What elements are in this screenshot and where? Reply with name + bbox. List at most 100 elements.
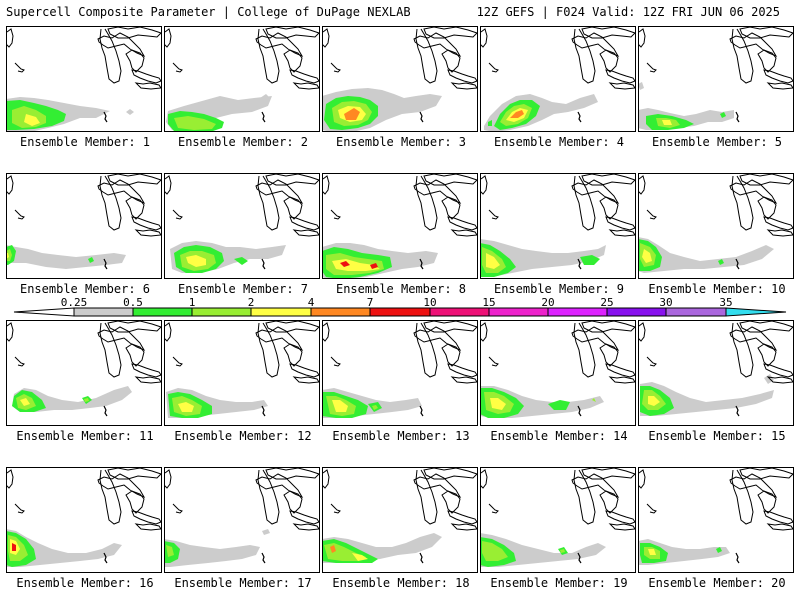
scp-contour-2 [486, 253, 500, 269]
lake-outline [134, 229, 162, 237]
ensemble-member-panel: Ensemble Member: 7 [164, 173, 320, 305]
ensemble-member-panel: Ensemble Member: 2 [164, 26, 320, 158]
ensemble-member-panel: Ensemble Member: 15 [638, 320, 794, 452]
scp-map [480, 26, 636, 132]
lake-outline [729, 473, 778, 499]
lake-outline [581, 26, 636, 39]
lake-outline [172, 209, 183, 220]
lake-outline [488, 209, 499, 220]
lake-outline [134, 523, 162, 531]
lake-outline [766, 523, 794, 531]
lake-outline [413, 179, 462, 205]
scp-map [164, 467, 320, 573]
lake-outline [265, 26, 320, 39]
scp-map [322, 26, 478, 132]
scp-map [638, 173, 794, 279]
scp-map [638, 467, 794, 573]
boundary-line [577, 405, 582, 417]
boundary-line [735, 552, 740, 564]
scp-map [322, 320, 478, 426]
lake-outline [107, 320, 162, 333]
lake-outline [283, 490, 303, 514]
lake-outline [255, 179, 304, 205]
lake-outline [731, 322, 754, 378]
ensemble-member-label: Ensemble Member: 20 [648, 576, 786, 590]
lake-outline [255, 326, 304, 352]
lake-outline [6, 469, 14, 489]
ensemble-member-panel: Ensemble Member: 18 [322, 467, 478, 599]
scp-map [322, 173, 478, 279]
scp-map [322, 467, 478, 573]
scp-contour-2 [648, 549, 656, 555]
scp-map [164, 173, 320, 279]
ensemble-member-panel: Ensemble Member: 9 [480, 173, 636, 305]
boundary-line [261, 405, 266, 417]
scp-contour-0.25 [638, 237, 774, 273]
lake-outline [729, 179, 778, 205]
lake-outline [729, 326, 778, 352]
lake-outline [573, 28, 596, 84]
lake-outline [441, 49, 461, 73]
boundary-line [103, 111, 108, 123]
ensemble-member-panel: Ensemble Member: 16 [6, 467, 162, 599]
boundary-line [261, 552, 266, 564]
lake-outline [450, 229, 478, 237]
lake-outline [646, 356, 657, 367]
lake-outline [265, 467, 320, 480]
lake-outline [599, 490, 619, 514]
lake-outline [571, 32, 620, 58]
lake-outline [423, 467, 478, 480]
scp-colorbar: 0.25 0.5 1 2 4 7 10 15 20 25 30 35 [0, 296, 800, 318]
boundary-line [735, 258, 740, 270]
scp-map [480, 320, 636, 426]
lake-outline [571, 326, 620, 352]
lake-outline [265, 320, 320, 333]
lake-outline [638, 322, 646, 342]
lake-outline [729, 32, 778, 58]
ensemble-member-label: Ensemble Member: 18 [332, 576, 470, 590]
colorbar-segment-4 [310, 307, 371, 317]
scp-contour-2 [178, 402, 194, 412]
scp-contour-0.25 [418, 104, 424, 110]
boundary-line [577, 552, 582, 564]
boundary-line [419, 552, 424, 564]
colorbar-segment-2 [250, 307, 312, 317]
scp-contour-4 [330, 545, 336, 553]
lake-outline [573, 322, 596, 378]
lake-outline [6, 28, 14, 48]
lake-outline [450, 82, 478, 90]
lake-outline [99, 175, 122, 231]
scp-contour-2 [662, 120, 672, 125]
lake-outline [423, 173, 478, 186]
lake-outline [766, 229, 794, 237]
lake-outline [99, 322, 122, 378]
lake-outline [757, 490, 777, 514]
colorbar-segment-30 [665, 307, 727, 317]
lake-outline [739, 173, 794, 186]
scp-contour-2 [332, 400, 348, 412]
ensemble-member-label: Ensemble Member: 2 [177, 135, 309, 149]
lake-outline [330, 209, 341, 220]
map-header: Supercell Composite Parameter | College … [0, 0, 800, 22]
scp-contour-7 [12, 543, 16, 551]
ensemble-member-label: Ensemble Member: 10 [648, 282, 786, 296]
boundary-line [103, 405, 108, 417]
lake-outline [14, 356, 25, 367]
lake-outline [571, 179, 620, 205]
lake-outline [283, 343, 303, 367]
scp-contour-0.25 [6, 245, 126, 269]
scp-contour-0.5 [720, 112, 726, 118]
scp-contour-0.5 [488, 120, 492, 126]
lake-outline [283, 196, 303, 220]
lake-outline [164, 469, 172, 489]
ensemble-member-panel: Ensemble Member: 8 [322, 173, 478, 305]
scp-contour-2 [648, 396, 660, 406]
scp-contour-0.25 [262, 529, 270, 535]
lake-outline [608, 376, 636, 384]
ensemble-member-label: Ensemble Member: 17 [174, 576, 312, 590]
ensemble-member-panel: Ensemble Member: 19 [480, 467, 636, 599]
scp-contour-0.5 [548, 400, 570, 410]
lake-outline [441, 196, 461, 220]
colorbar-tick-label: 0.25 [61, 296, 88, 309]
boundary-line [261, 111, 266, 123]
